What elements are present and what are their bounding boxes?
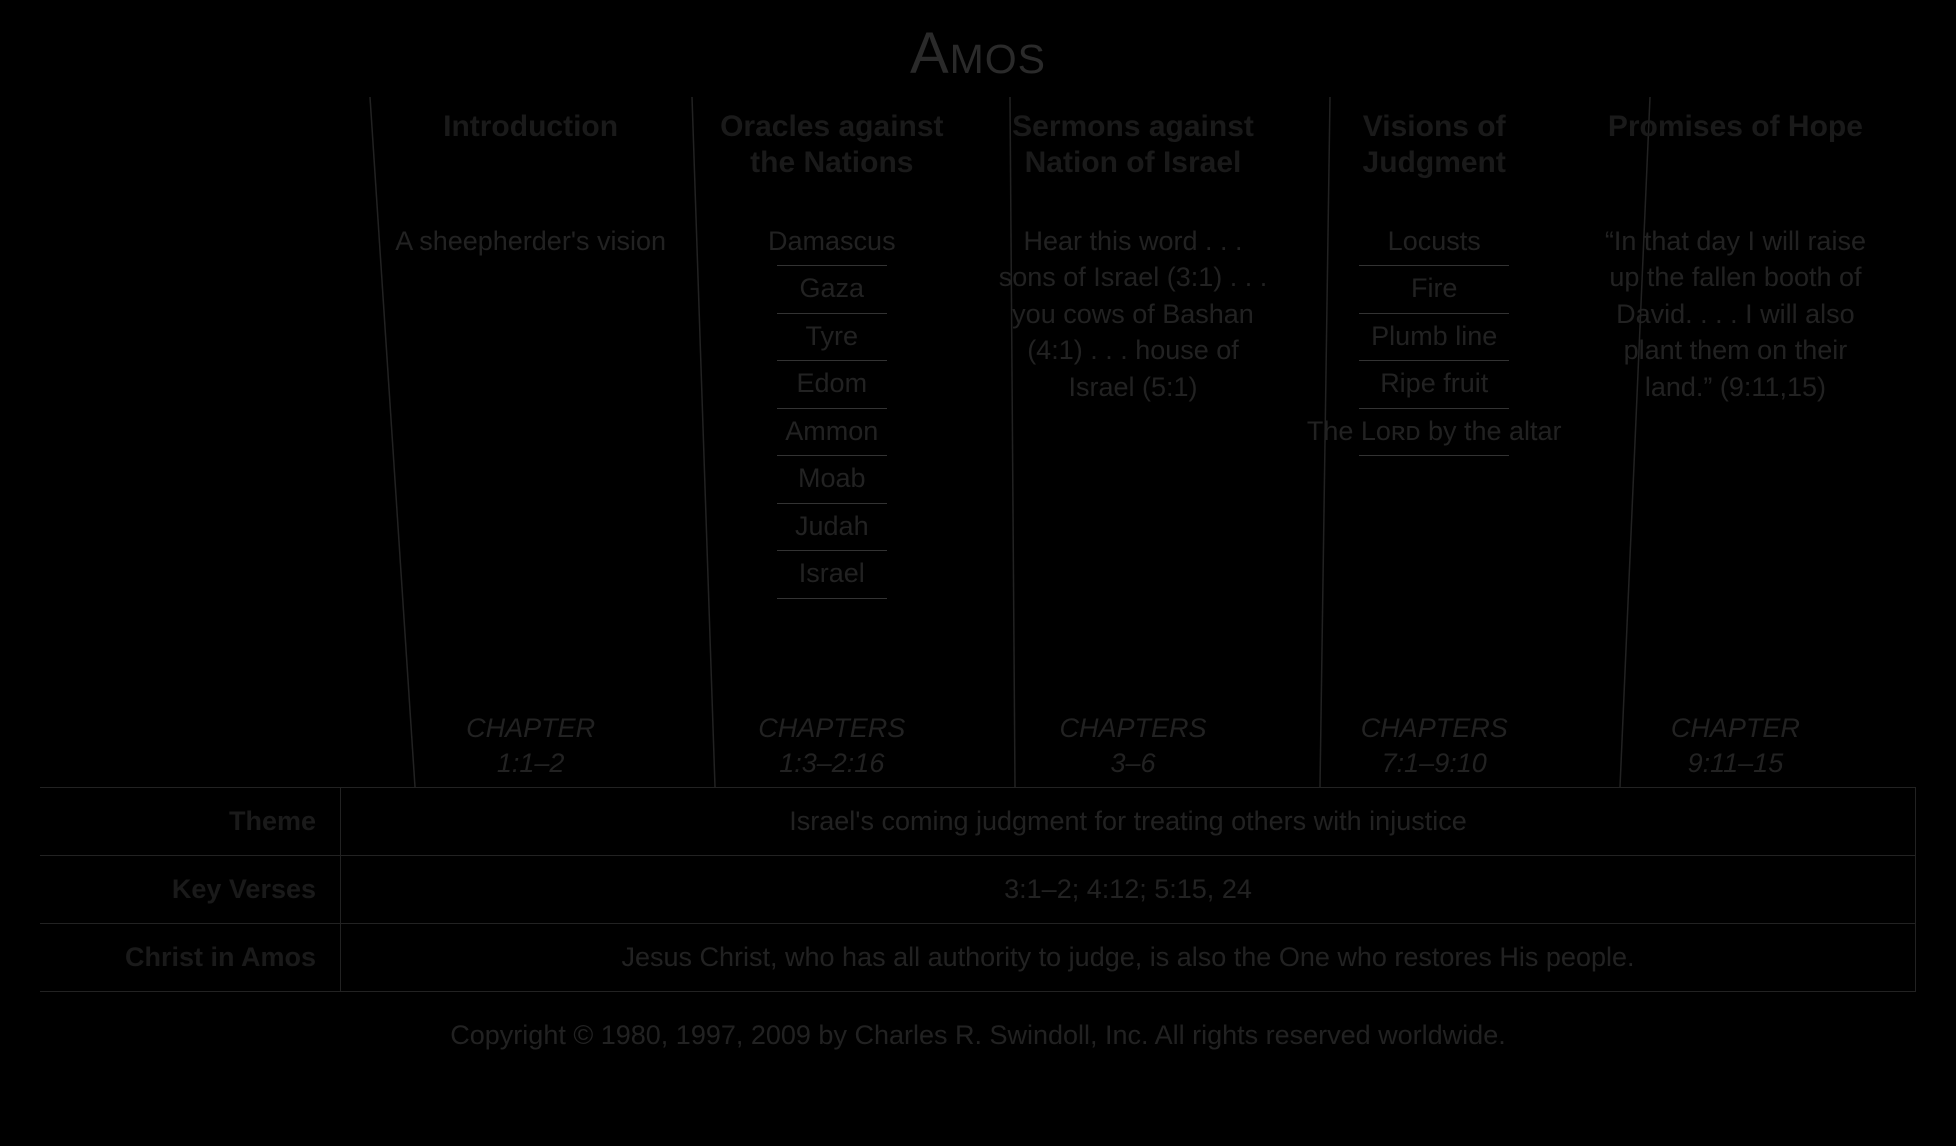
- column-title: Oracles against the Nations: [695, 109, 968, 219]
- column-chapters: CHAPTERS3–6: [1059, 703, 1206, 787]
- column-promises: Promises of Hope “In that day I will rai…: [1585, 109, 1886, 787]
- column-title: Introduction: [443, 109, 618, 219]
- column-chapters: CHAPTERS1:3–2:16: [758, 703, 905, 787]
- column-introduction: Introduction A sheepherder's vision CHAP…: [380, 109, 681, 787]
- column-visions: Visions of Judgment LocustsFirePlumb lin…: [1284, 109, 1585, 787]
- sections-diagram: Introduction A sheepherder's vision CHAP…: [40, 97, 1916, 787]
- column-chapters: CHAPTER1:1–2: [466, 703, 595, 787]
- summary-rows: Theme Israel's coming judgment for treat…: [40, 787, 1916, 992]
- stack-item: Plumb line: [1371, 314, 1497, 360]
- page: Amos Introduction A sheepherder's vision…: [0, 0, 1956, 1146]
- items-stack: DamascusGazaTyreEdomAmmonMoabJudahIsrael: [695, 219, 968, 599]
- stack-item: Gaza: [800, 266, 865, 312]
- copyright-line: Copyright © 1980, 1997, 2009 by Charles …: [40, 1020, 1916, 1051]
- row-label: Theme: [40, 788, 340, 855]
- column-oracles: Oracles against the Nations DamascusGaza…: [681, 109, 982, 787]
- stack-item: Ripe fruit: [1380, 361, 1488, 407]
- row-christ-in: Christ in Amos Jesus Christ, who has all…: [40, 924, 1916, 992]
- row-value: Jesus Christ, who has all authority to j…: [340, 924, 1916, 991]
- column-title: Sermons against Nation of Israel: [996, 109, 1269, 219]
- columns-container: Introduction A sheepherder's vision CHAP…: [380, 109, 1886, 787]
- row-label: Key Verses: [40, 856, 340, 923]
- column-body: A sheepherder's vision: [394, 219, 667, 703]
- column-body: DamascusGazaTyreEdomAmmonMoabJudahIsrael: [695, 219, 968, 703]
- stack-item: Israel: [799, 551, 865, 597]
- column-sermons: Sermons against Nation of Israel Hear th…: [982, 109, 1283, 787]
- stack-item: Moab: [798, 456, 866, 502]
- stack-item: The Lᴏʀᴅ by the altar: [1307, 409, 1562, 455]
- column-body: Hear this word . . . sons of Israel (3:1…: [996, 219, 1269, 703]
- row-value: 3:1–2; 4:12; 5:15, 24: [340, 856, 1916, 923]
- stack-item: Judah: [795, 504, 869, 550]
- column-body: “In that day I will raise up the fallen …: [1599, 219, 1872, 703]
- column-chapters: CHAPTER9:11–15: [1671, 703, 1800, 787]
- row-key-verses: Key Verses 3:1–2; 4:12; 5:15, 24: [40, 856, 1916, 924]
- items-stack: LocustsFirePlumb lineRipe fruitThe Lᴏʀᴅ …: [1298, 219, 1571, 456]
- chart-sheet: Amos Introduction A sheepherder's vision…: [40, 20, 1916, 1060]
- row-value: Israel's coming judgment for treating ot…: [340, 788, 1916, 855]
- stack-item: Ammon: [785, 409, 878, 455]
- stack-item: Edom: [797, 361, 868, 407]
- stack-separator: [1359, 455, 1509, 456]
- stack-item: Tyre: [806, 314, 859, 360]
- column-body: LocustsFirePlumb lineRipe fruitThe Lᴏʀᴅ …: [1298, 219, 1571, 703]
- stack-item: Damascus: [768, 219, 896, 265]
- column-title: Promises of Hope: [1608, 109, 1863, 219]
- row-label: Christ in Amos: [40, 924, 340, 991]
- book-title: Amos: [40, 20, 1916, 87]
- stack-item: Locusts: [1388, 219, 1481, 265]
- column-title: Visions of Judgment: [1298, 109, 1571, 219]
- stack-item: Fire: [1411, 266, 1458, 312]
- row-theme: Theme Israel's coming judgment for treat…: [40, 787, 1916, 856]
- column-chapters: CHAPTERS7:1–9:10: [1361, 703, 1508, 787]
- stack-separator: [777, 598, 887, 599]
